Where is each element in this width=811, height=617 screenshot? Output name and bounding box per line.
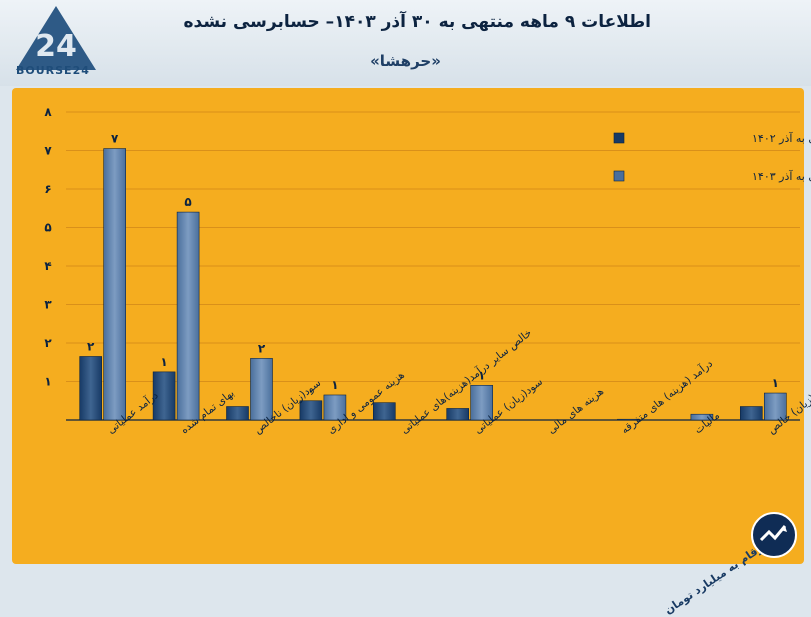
bar-data-label: ۲	[258, 341, 266, 355]
legend-swatch	[613, 170, 625, 182]
y-tick-label: ۴	[44, 259, 51, 273]
bar-1403	[250, 358, 273, 421]
bar-1402	[446, 408, 470, 421]
y-tick-label: ۳	[44, 298, 52, 312]
legend-label: عملکرد منتهی به آذر ۱۴۰۲	[752, 131, 811, 145]
bar-1403	[617, 418, 640, 421]
bar-1402	[226, 406, 249, 421]
page-subtitle: «حرهشا»	[370, 52, 441, 70]
trend-logo-icon	[751, 512, 797, 558]
chart-bars: ۲ ۷ ۱ ۵ ۲ ۰ ۱ ۱ ۱	[79, 132, 787, 421]
header: 24 BOURSE24 اطلاعات ۹ ماهه منتهی به ۳۰ آ…	[0, 0, 811, 86]
bar-data-label: ۵	[184, 195, 191, 209]
unit-note: ارقام به میلیارد تومان	[662, 539, 769, 617]
legend-label: عملکرد منتهی به آذر ۱۴۰۳	[752, 169, 811, 183]
y-tick-label: ۲	[44, 336, 52, 350]
bar-1403	[690, 413, 714, 421]
y-tick-label: ۱	[44, 375, 51, 389]
legend-swatch	[613, 132, 625, 144]
bar-1402	[79, 356, 102, 421]
logo-number: 24	[35, 29, 77, 64]
bar-data-label: ۱	[478, 368, 485, 382]
bar-1403	[323, 394, 347, 421]
y-tick-label: ۷	[44, 144, 52, 158]
bar-1402	[739, 406, 763, 421]
bar-1403	[103, 148, 126, 421]
logo-triangle	[16, 6, 96, 70]
logo-text: BOURSE24	[16, 64, 90, 77]
bar-1402	[152, 371, 176, 421]
bar-data-label: ۲	[87, 339, 95, 353]
bar-data-label: ۰	[307, 384, 314, 398]
chart-legend: عملکرد منتهی به آذر ۱۴۰۲ عملکرد منتهی به …	[613, 131, 811, 183]
y-tick-label: ۸	[44, 105, 52, 119]
bar-1402	[299, 400, 323, 421]
y-tick-label: ۶	[44, 182, 51, 196]
bar-1403	[176, 211, 200, 421]
bar-data-label: ۷	[111, 132, 119, 146]
bar-data-label: ۱	[331, 378, 338, 392]
bourse24-logo: 24	[16, 6, 96, 70]
bar-1403	[763, 392, 787, 421]
bar-1402	[372, 402, 396, 421]
page-title: اطلاعات ۹ ماهه منتهی به ۳۰ آذر ۱۴۰۳– حسا…	[183, 12, 652, 32]
y-tick-label: ۵	[44, 221, 51, 235]
bar-1403	[470, 385, 494, 421]
bar-data-label: ۱	[160, 355, 167, 369]
bar-data-label: ۱	[772, 376, 779, 390]
footer-corner: ارقام به میلیارد تومان	[663, 498, 811, 617]
